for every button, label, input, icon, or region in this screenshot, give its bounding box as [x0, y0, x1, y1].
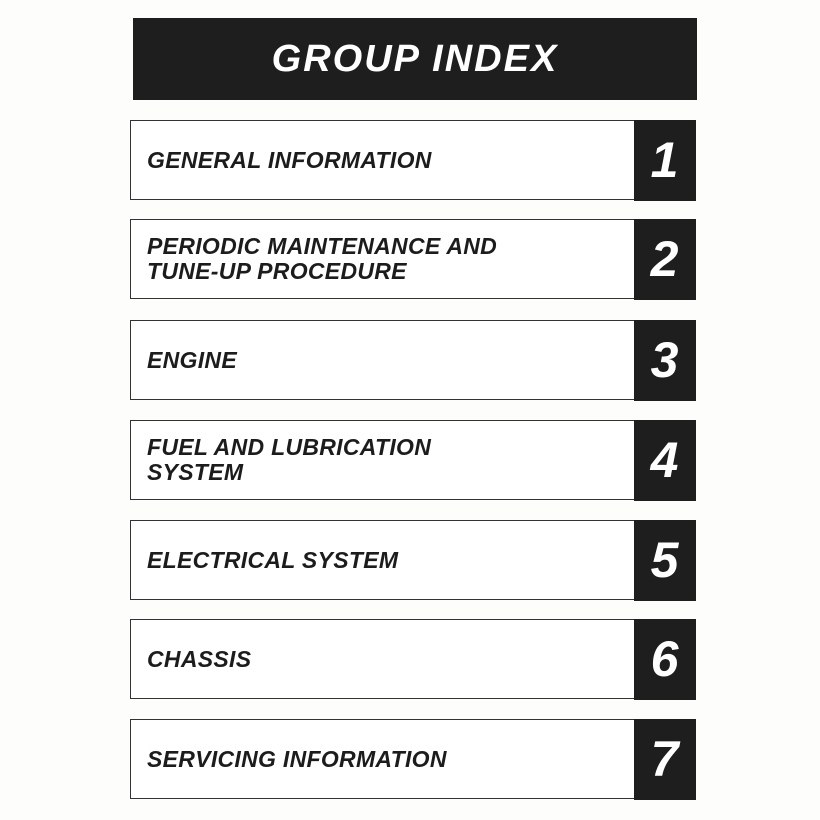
section-2[interactable]: PERIODIC MAINTENANCE AND TUNE-UP PROCEDUR… — [130, 218, 696, 300]
section-label: FUEL AND LUBRICATION SYSTEM — [147, 421, 614, 499]
section-7[interactable]: SERVICING INFORMATION 7 — [130, 718, 696, 800]
section-label: ENGINE — [147, 321, 614, 399]
section-label-line: PERIODIC MAINTENANCE AND — [147, 233, 498, 259]
section-label-line: CHASSIS — [147, 645, 252, 672]
section-label-line: SERVICING INFORMATION — [147, 745, 447, 772]
section-4[interactable]: FUEL AND LUBRICATION SYSTEM 4 — [130, 419, 696, 501]
section-number-tab: 3 — [633, 319, 696, 401]
section-label: CHASSIS — [147, 620, 614, 698]
section-1[interactable]: GENERAL INFORMATION 1 — [130, 119, 696, 201]
section-3[interactable]: ENGINE 3 — [130, 319, 696, 401]
section-number-tab: 7 — [633, 718, 696, 800]
section-number-tab: 4 — [633, 419, 696, 501]
section-6[interactable]: CHASSIS 6 — [130, 618, 696, 700]
section-label: ELECTRICAL SYSTEM — [147, 521, 614, 599]
section-label-line: ENGINE — [147, 346, 237, 373]
section-label: PERIODIC MAINTENANCE AND TUNE-UP PROCEDUR… — [147, 220, 614, 298]
page-title: GROUP INDEX — [271, 37, 559, 80]
section-label: GENERAL INFORMATION — [147, 121, 614, 199]
section-5[interactable]: ELECTRICAL SYSTEM 5 — [130, 519, 696, 601]
section-label-line: ELECTRICAL SYSTEM — [147, 546, 399, 573]
section-label-line: FUEL AND LUBRICATION — [147, 434, 432, 460]
section-label: SERVICING INFORMATION — [147, 720, 614, 798]
title-banner: GROUP INDEX — [133, 18, 697, 100]
section-number-tab: 2 — [633, 218, 696, 300]
section-number-tab: 5 — [633, 519, 696, 601]
section-label-line: GENERAL INFORMATION — [147, 146, 432, 173]
section-number-tab: 1 — [633, 119, 696, 201]
section-label-line: TUNE-UP PROCEDURE — [147, 258, 407, 284]
section-number-tab: 6 — [633, 618, 696, 700]
section-label-line: SYSTEM — [147, 459, 244, 485]
